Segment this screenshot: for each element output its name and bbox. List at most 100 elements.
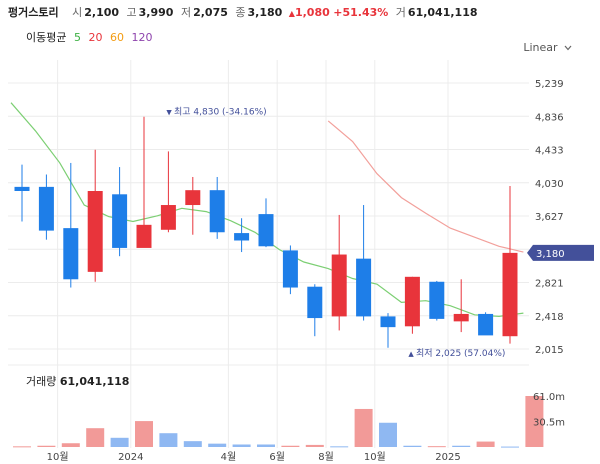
- volume-bar: [86, 428, 105, 447]
- change-arrow-icon: ▲: [288, 9, 295, 18]
- volume-bar: [403, 445, 422, 447]
- candle: [63, 162, 79, 288]
- volume-bar: [257, 444, 275, 447]
- candle: [453, 279, 469, 333]
- candle-body: [453, 313, 469, 322]
- volume-axis: 61.0m 30.5m: [533, 392, 565, 429]
- volume-bar: [135, 421, 153, 447]
- volume-bar: [110, 437, 129, 447]
- candle: [429, 280, 445, 321]
- candle-body: [282, 250, 298, 288]
- volume-tick-label: 61.0m: [533, 392, 565, 403]
- x-tick-label: 10월: [364, 451, 386, 463]
- volume-panel-value: 61,041,118: [59, 375, 130, 388]
- ma-20-label: 20: [88, 31, 103, 44]
- candles-group: [14, 116, 518, 348]
- close-value: 3,180: [247, 6, 283, 19]
- price-tag-label: 3,180: [536, 249, 565, 260]
- candle-body: [404, 276, 420, 327]
- candle: [258, 198, 274, 248]
- volume-label: 거: [395, 6, 406, 19]
- candle-body: [258, 214, 274, 247]
- candle-body: [38, 186, 54, 231]
- time-axis: 10월 2024 4월 6월 8월 10월 2025: [47, 451, 461, 463]
- change-value: 1,080: [294, 6, 330, 19]
- horizontal-grid: [8, 82, 529, 366]
- volume-bar: [208, 443, 227, 447]
- volume-panel-title: 거래량: [26, 375, 57, 388]
- low-label: 저: [180, 6, 192, 19]
- candle: [234, 218, 250, 253]
- volume-bar: [281, 445, 300, 447]
- y-tick-label: 4,433: [535, 146, 564, 157]
- volume-bar: [13, 446, 31, 448]
- y-tick-label: 2,821: [535, 279, 564, 290]
- candle-body: [331, 254, 347, 317]
- candle-body: [429, 281, 445, 319]
- candle: [136, 116, 152, 248]
- scale-label: Linear: [523, 41, 558, 54]
- moving-average-legend[interactable]: 이동평균 5 20 60 120: [26, 29, 156, 45]
- candle-body: [307, 286, 323, 319]
- volume-bar: [354, 408, 373, 447]
- candle: [87, 149, 103, 282]
- volume-bar: [61, 443, 80, 447]
- candle-body: [502, 252, 518, 337]
- volume-tick-label: 30.5m: [533, 418, 565, 429]
- candle-body: [209, 190, 225, 233]
- ma-120-label: 120: [131, 31, 153, 44]
- candle: [14, 164, 30, 222]
- candle: [209, 176, 225, 239]
- candle: [331, 214, 347, 331]
- x-tick-label: 2024: [118, 452, 143, 463]
- volume-bar: [476, 441, 495, 447]
- volume-bar: [330, 446, 349, 448]
- candle: [380, 313, 396, 348]
- volume-bars-group: [13, 396, 544, 448]
- y-tick-label: 4,836: [535, 112, 564, 123]
- x-tick-label: 8월: [318, 451, 334, 463]
- volume-panel-label: 거래량 61,041,118: [26, 373, 129, 389]
- candle-body: [234, 233, 250, 241]
- y-tick-label: 4,030: [535, 179, 564, 190]
- volume-bar: [379, 422, 397, 447]
- ma-legend-title: 이동평균: [26, 31, 67, 44]
- candle-body: [136, 224, 152, 248]
- high-value: 3,990: [138, 6, 174, 19]
- x-tick-label: 6월: [269, 451, 285, 463]
- candle: [160, 151, 176, 233]
- high-label: 고: [126, 6, 137, 19]
- candle: [478, 312, 494, 336]
- volume-value: 61,041,118: [407, 6, 478, 19]
- candle: [404, 276, 420, 334]
- open-label: 시: [72, 6, 83, 19]
- volume-bar: [305, 444, 324, 447]
- price-axis: 5,2394,8364,4334,0303,6273,2242,8212,418…: [535, 79, 564, 356]
- y-tick-label: 5,239: [535, 79, 564, 90]
- candle-body: [87, 191, 103, 272]
- ma-60-label: 60: [109, 31, 124, 44]
- volume-bar: [232, 444, 251, 447]
- volume-bar: [501, 446, 519, 448]
- candle: [112, 167, 128, 257]
- ma-5-label: 5: [73, 31, 81, 44]
- x-tick-label: 10월: [47, 451, 69, 463]
- y-tick-label: 3,627: [535, 212, 564, 223]
- open-value: 2,100: [84, 6, 120, 19]
- volume-bar: [452, 445, 471, 447]
- price-tag-box: [527, 244, 594, 261]
- y-tick-label: 2,418: [535, 312, 564, 323]
- annotations-group: ▼ 최고 4,830 (-34.16%) ▲ 최저 2,025 (57.04%): [166, 107, 505, 359]
- chevron-down-icon: [564, 45, 572, 51]
- close-label: 종: [235, 6, 246, 19]
- x-tick-label: 2025: [435, 452, 460, 463]
- scale-toggle-button[interactable]: Linear: [523, 41, 572, 54]
- candle: [282, 245, 298, 295]
- y-tick-label: 2,015: [535, 345, 564, 356]
- candle: [307, 284, 323, 337]
- candle: [38, 174, 54, 240]
- stock-name: 펑거스토리: [8, 6, 59, 19]
- low-annotation: ▲ 최저 2,025 (57.04%): [408, 348, 505, 359]
- candle: [502, 186, 518, 344]
